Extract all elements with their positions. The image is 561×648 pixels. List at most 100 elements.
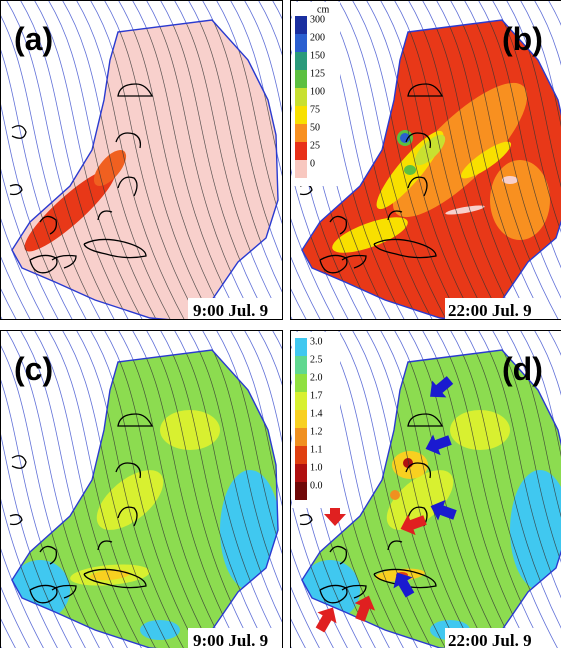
arrow	[315, 607, 337, 633]
glacier-outline	[51, 584, 77, 599]
contour-line	[195, 20, 278, 320]
time-label: 22:00 Jul. 9	[448, 301, 532, 320]
contour-line	[302, 350, 369, 648]
legend-label: 3.0	[310, 336, 323, 347]
legend-swatch	[295, 88, 307, 106]
panel-border	[0, 330, 283, 648]
panel: (a) 9:00 Jul. 9	[0, 0, 283, 320]
surface-patch	[510, 470, 561, 590]
contour-line	[290, 584, 320, 648]
time-bg	[445, 628, 545, 648]
time-bg	[445, 298, 545, 320]
panel-label: (a)	[14, 21, 53, 57]
contour-line	[0, 254, 32, 320]
panel-border	[290, 0, 561, 320]
glacier-outline	[341, 254, 367, 269]
legend-label: 0.0	[310, 480, 323, 491]
glacier-outline	[407, 413, 444, 427]
surface-patch	[220, 470, 278, 590]
glacier-outline	[83, 238, 147, 259]
surface-patch	[414, 134, 446, 166]
surface-patch	[445, 205, 485, 215]
legend-label: 150	[310, 50, 325, 61]
legend-swatch	[295, 160, 307, 178]
legend-label: 1.7	[310, 390, 323, 401]
glacier-outline	[407, 176, 428, 197]
arrow	[393, 572, 415, 598]
surface-patch	[386, 470, 454, 530]
legend-label: 300	[310, 14, 325, 25]
legend-swatch	[295, 356, 307, 374]
legend-label: 200	[310, 32, 325, 43]
panel-label: (b)	[502, 21, 543, 57]
surface-patch	[332, 217, 408, 253]
legend-swatch	[295, 52, 307, 70]
time-bg	[188, 298, 283, 320]
legend-swatch	[295, 338, 307, 356]
contour-line	[290, 215, 336, 320]
contour-line	[533, 330, 561, 396]
contour-line	[243, 330, 283, 448]
legend-label: 1.1	[310, 444, 323, 455]
surface-patch	[24, 168, 116, 252]
contour-line	[257, 0, 283, 59]
glacier-outline	[39, 545, 58, 565]
glacier-outline	[329, 215, 348, 235]
contour-line	[257, 330, 283, 389]
contour-line	[195, 350, 278, 648]
panel: (c) 9:00 Jul. 9	[0, 330, 283, 648]
legend-swatch	[295, 446, 307, 464]
glacier-outline	[83, 568, 147, 589]
panel-label: (d)	[502, 351, 543, 387]
panel-label: (c)	[14, 351, 53, 387]
panel-border	[0, 0, 283, 320]
legend-swatch	[295, 142, 307, 160]
legend-swatch	[295, 374, 307, 392]
surface-patch	[160, 410, 220, 450]
contour-line	[0, 545, 44, 648]
glacier-outline	[115, 132, 142, 149]
time-label: 9:00 Jul. 9	[193, 301, 268, 320]
contour-line	[290, 545, 334, 648]
surface-patch	[502, 176, 518, 184]
glacier-outline	[29, 584, 58, 604]
glacier-outline	[373, 238, 437, 259]
glacier-outline	[9, 184, 23, 196]
glacier-outline	[97, 540, 113, 551]
legend-swatch	[295, 392, 307, 410]
panel-border	[290, 330, 561, 648]
surface-patch	[400, 133, 410, 143]
legend-label: 100	[310, 86, 325, 97]
glacier-outline	[387, 210, 403, 221]
contour-line	[12, 20, 79, 320]
legend-label: 1.4	[310, 408, 323, 419]
glacier-outline	[407, 83, 444, 97]
glacier-outline	[405, 462, 432, 479]
glacier-outline	[117, 413, 154, 427]
arrow	[430, 376, 454, 398]
legend-label: 1.0	[310, 462, 323, 473]
legend-swatch	[295, 34, 307, 52]
contour-line	[485, 20, 561, 320]
legend-swatch	[295, 482, 307, 500]
arrow	[425, 434, 452, 456]
glacier-outline	[11, 455, 27, 469]
time-bg	[188, 628, 283, 648]
surface-patch	[490, 160, 550, 240]
contour-line	[533, 0, 561, 66]
glacier-outline	[97, 210, 113, 221]
legend-swatch	[295, 464, 307, 482]
contour-line	[471, 350, 561, 648]
arrow	[400, 514, 427, 536]
glacier-outline	[29, 254, 58, 274]
legend-swatch	[295, 106, 307, 124]
glacier-outline	[117, 83, 154, 97]
legend-label: 1.2	[310, 426, 323, 437]
time-label: 9:00 Jul. 9	[193, 631, 268, 648]
contour-line	[519, 0, 561, 128]
legend-swatch	[295, 70, 307, 88]
contour-line	[471, 20, 561, 320]
glacier-outline	[319, 584, 348, 604]
glacier-outline	[51, 254, 77, 269]
